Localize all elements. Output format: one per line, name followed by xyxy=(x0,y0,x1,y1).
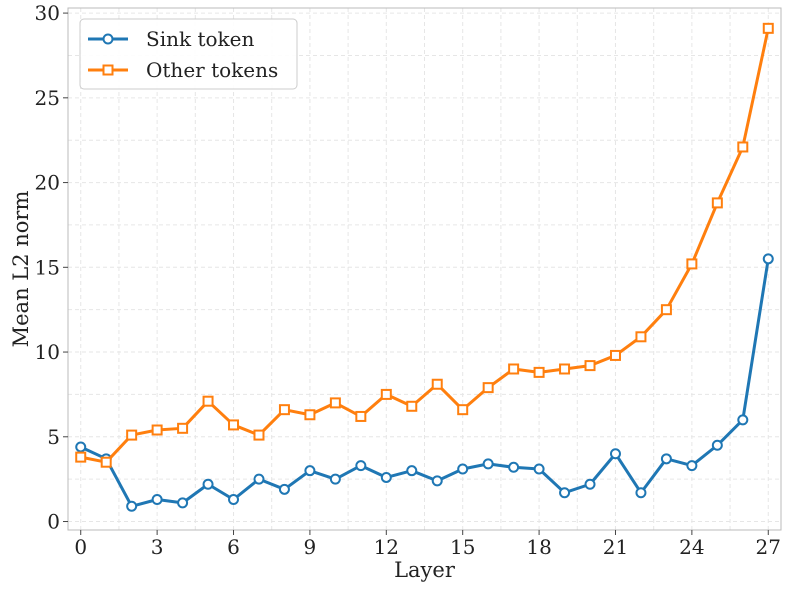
x-tick-label: 12 xyxy=(374,535,399,559)
data-point xyxy=(151,424,163,436)
x-tick-label: 9 xyxy=(304,535,317,559)
data-point xyxy=(533,366,545,378)
y-tick-label: 30 xyxy=(35,1,60,25)
data-point xyxy=(202,395,214,407)
plot-frame xyxy=(67,7,782,531)
data-point xyxy=(75,441,87,453)
data-point xyxy=(508,363,520,375)
data-point xyxy=(406,465,418,477)
x-tick-label: 15 xyxy=(450,535,475,559)
y-tick-label: 5 xyxy=(47,425,60,449)
x-tick-label: 0 xyxy=(74,535,87,559)
data-point xyxy=(100,456,112,468)
data-point xyxy=(380,471,392,483)
data-point xyxy=(355,410,367,422)
data-point xyxy=(609,349,621,361)
legend-marker xyxy=(102,64,114,76)
legend-item: Other tokens xyxy=(88,58,278,82)
data-point xyxy=(75,451,87,463)
y-tick-label: 25 xyxy=(35,86,60,110)
data-point xyxy=(762,22,774,34)
data-point xyxy=(228,493,240,505)
x-tick-label: 27 xyxy=(756,535,781,559)
data-point xyxy=(737,141,749,153)
data-point xyxy=(431,378,443,390)
data-point xyxy=(457,463,469,475)
data-point xyxy=(559,363,571,375)
data-point xyxy=(686,258,698,270)
data-point xyxy=(762,253,774,265)
data-point xyxy=(380,388,392,400)
legend: Sink token Other tokens xyxy=(79,18,298,90)
y-axis-label: Mean L2 norm xyxy=(9,191,33,348)
data-point xyxy=(304,465,316,477)
legend-label: Other tokens xyxy=(146,58,278,82)
data-point xyxy=(253,473,265,485)
data-point xyxy=(609,448,621,460)
data-point xyxy=(278,404,290,416)
x-tick-label: 6 xyxy=(227,535,240,559)
data-point xyxy=(660,453,672,465)
data-point xyxy=(228,419,240,431)
series-line-sink-token xyxy=(80,258,770,508)
y-tick-label: 15 xyxy=(35,255,60,279)
legend-marker xyxy=(102,33,114,45)
data-point xyxy=(431,475,443,487)
data-point xyxy=(202,478,214,490)
data-point xyxy=(177,497,189,509)
x-tick-label: 24 xyxy=(679,535,704,559)
y-tick-label: 0 xyxy=(47,510,60,534)
axis-ticks: 0 3 6 9 12 15 18 21 24 27 0 5 10 15 20 25 30 xyxy=(35,1,781,559)
series-line-other-tokens xyxy=(80,28,770,464)
data-point xyxy=(660,304,672,316)
data-point xyxy=(584,478,596,490)
data-point xyxy=(711,439,723,451)
x-tick-label: 21 xyxy=(603,535,628,559)
data-point xyxy=(177,422,189,434)
series-sink-token xyxy=(75,253,774,512)
data-point xyxy=(278,483,290,495)
x-tick-label: 18 xyxy=(526,535,551,559)
data-point xyxy=(533,463,545,475)
data-point xyxy=(737,414,749,426)
series-group xyxy=(75,22,774,512)
data-point xyxy=(686,460,698,472)
data-point xyxy=(482,382,494,394)
data-point xyxy=(635,487,647,499)
y-tick-label: 10 xyxy=(35,340,60,364)
data-point xyxy=(635,331,647,343)
data-point xyxy=(711,197,723,209)
data-point xyxy=(253,429,265,441)
data-point xyxy=(482,458,494,470)
data-point xyxy=(126,429,138,441)
data-point xyxy=(304,409,316,421)
x-axis-label: Layer xyxy=(394,558,456,582)
data-point xyxy=(329,473,341,485)
data-point xyxy=(151,493,163,505)
legend-label: Sink token xyxy=(146,27,254,51)
data-point xyxy=(126,500,138,512)
legend-item: Sink token xyxy=(88,27,254,51)
legend-box xyxy=(79,18,298,90)
y-tick-label: 20 xyxy=(35,171,60,195)
data-point xyxy=(559,487,571,499)
data-point xyxy=(508,461,520,473)
data-point xyxy=(329,397,341,409)
data-point xyxy=(406,400,418,412)
x-tick-label: 3 xyxy=(151,535,164,559)
series-other-tokens xyxy=(75,22,774,468)
data-point xyxy=(355,460,367,472)
data-point xyxy=(584,360,596,372)
data-point xyxy=(457,404,469,416)
